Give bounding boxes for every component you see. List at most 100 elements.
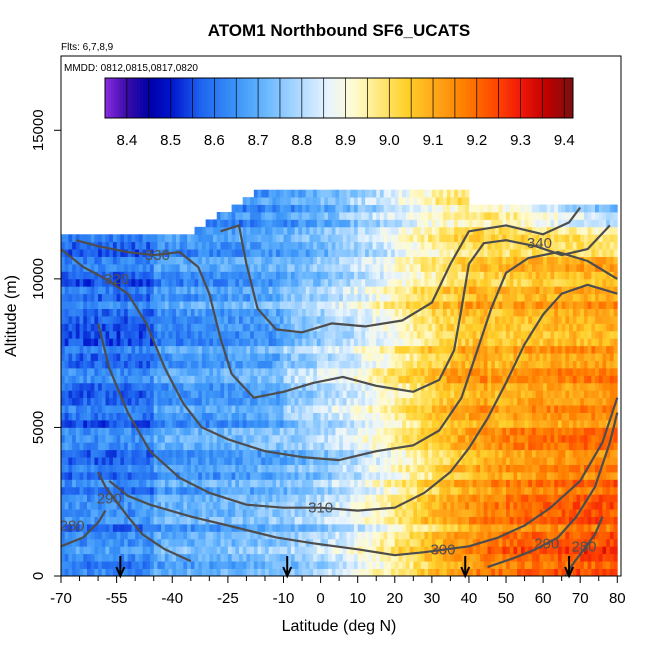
heatmap-cell	[213, 219, 218, 228]
heatmap-cell	[153, 561, 158, 569]
heatmap-cell	[428, 405, 433, 413]
heatmap-cell	[309, 323, 314, 332]
heatmap-cell	[142, 568, 147, 576]
heatmap-cell	[387, 375, 392, 384]
chart-title: ATOM1 Northbound SF6_UCATS	[208, 21, 471, 40]
heatmap-cell	[420, 479, 425, 488]
heatmap-cell	[205, 494, 210, 503]
heatmap-cell	[61, 397, 66, 406]
heatmap-cell	[372, 234, 377, 243]
heatmap-cell	[283, 516, 288, 525]
heatmap-cell	[161, 241, 166, 250]
heatmap-cell	[72, 464, 77, 473]
heatmap-cell	[153, 420, 158, 428]
heatmap-cell	[68, 360, 73, 369]
heatmap-cell	[138, 501, 143, 510]
heatmap-cell	[175, 316, 181, 324]
heatmap-cell	[101, 546, 106, 555]
heatmap-cell	[272, 553, 277, 562]
heatmap-cell	[342, 568, 347, 576]
heatmap-cell	[90, 531, 95, 540]
heatmap-cell	[72, 264, 77, 272]
heatmap-cell	[105, 301, 110, 309]
heatmap-cell	[305, 345, 310, 354]
heatmap-cell	[231, 338, 236, 347]
heatmap-cell	[320, 278, 325, 287]
heatmap-cell	[172, 330, 177, 339]
heatmap-cell	[120, 301, 125, 309]
heatmap-cell	[187, 249, 192, 257]
heatmap-cell	[187, 494, 192, 503]
heatmap-cell	[124, 449, 129, 458]
heatmap-cell	[153, 375, 158, 384]
heatmap-cell	[402, 368, 407, 376]
heatmap-cell	[268, 568, 273, 576]
heatmap-cell	[398, 241, 403, 250]
heatmap-cell	[264, 457, 270, 465]
heatmap-cell	[431, 308, 436, 317]
heatmap-cell	[302, 412, 307, 421]
heatmap-cell	[231, 353, 236, 361]
heatmap-cell	[235, 226, 240, 235]
heatmap-cell	[316, 212, 321, 220]
heatmap-cell	[153, 241, 158, 250]
heatmap-cell	[98, 360, 103, 369]
heatmap-cell	[328, 286, 333, 295]
heatmap-cell	[213, 397, 218, 406]
heatmap-cell	[261, 330, 266, 339]
heatmap-cell	[98, 286, 103, 295]
heatmap-cell	[398, 249, 403, 257]
heatmap-cell	[272, 234, 277, 243]
heatmap-cell	[94, 464, 99, 473]
heatmap-cell	[298, 457, 303, 465]
heatmap-cell	[253, 434, 258, 443]
heatmap-cell	[342, 516, 347, 525]
heatmap-cell	[424, 338, 429, 347]
heatmap-cell	[365, 330, 370, 339]
heatmap-cell	[138, 397, 143, 406]
heatmap-cell	[242, 494, 247, 503]
heatmap-cell	[431, 375, 436, 384]
heatmap-cell	[391, 197, 396, 205]
heatmap-cell	[316, 516, 321, 525]
heatmap-cell	[205, 427, 210, 436]
heatmap-cell	[290, 546, 296, 555]
heatmap-cell	[324, 524, 329, 532]
heatmap-cell	[253, 420, 258, 428]
heatmap-cell	[72, 308, 77, 317]
heatmap-cell	[101, 271, 106, 280]
heatmap-cell	[227, 234, 232, 243]
heatmap-cell	[346, 546, 351, 555]
heatmap-cell	[142, 271, 147, 280]
heatmap-cell	[220, 472, 225, 480]
heatmap-cell	[246, 494, 251, 503]
heatmap-cell	[413, 256, 418, 265]
heatmap-cell	[368, 427, 373, 436]
heatmap-cell	[316, 249, 321, 257]
heatmap-cell	[138, 472, 143, 480]
heatmap-cell	[383, 316, 388, 324]
heatmap-cell	[109, 420, 114, 428]
heatmap-cell	[368, 271, 373, 280]
heatmap-cell	[298, 538, 303, 547]
heatmap-cell	[172, 516, 177, 525]
heatmap-cell	[391, 531, 396, 540]
heatmap-cell	[112, 301, 118, 309]
heatmap-cell	[205, 568, 210, 576]
heatmap-cell	[138, 256, 143, 265]
heatmap-cell	[142, 464, 147, 473]
heatmap-cell	[164, 479, 169, 488]
heatmap-cell	[224, 479, 229, 488]
heatmap-cell	[172, 316, 177, 324]
heatmap-cell	[68, 316, 73, 324]
heatmap-cell	[105, 531, 110, 540]
heatmap-cell	[379, 561, 385, 569]
heatmap-cell	[368, 412, 373, 421]
heatmap-cell	[112, 449, 118, 458]
heatmap-cell	[335, 241, 340, 250]
heatmap-cell	[305, 501, 310, 510]
heatmap-cell	[279, 486, 284, 495]
heatmap-cell	[98, 382, 103, 391]
heatmap-cell	[146, 472, 151, 480]
heatmap-cell	[350, 449, 355, 458]
